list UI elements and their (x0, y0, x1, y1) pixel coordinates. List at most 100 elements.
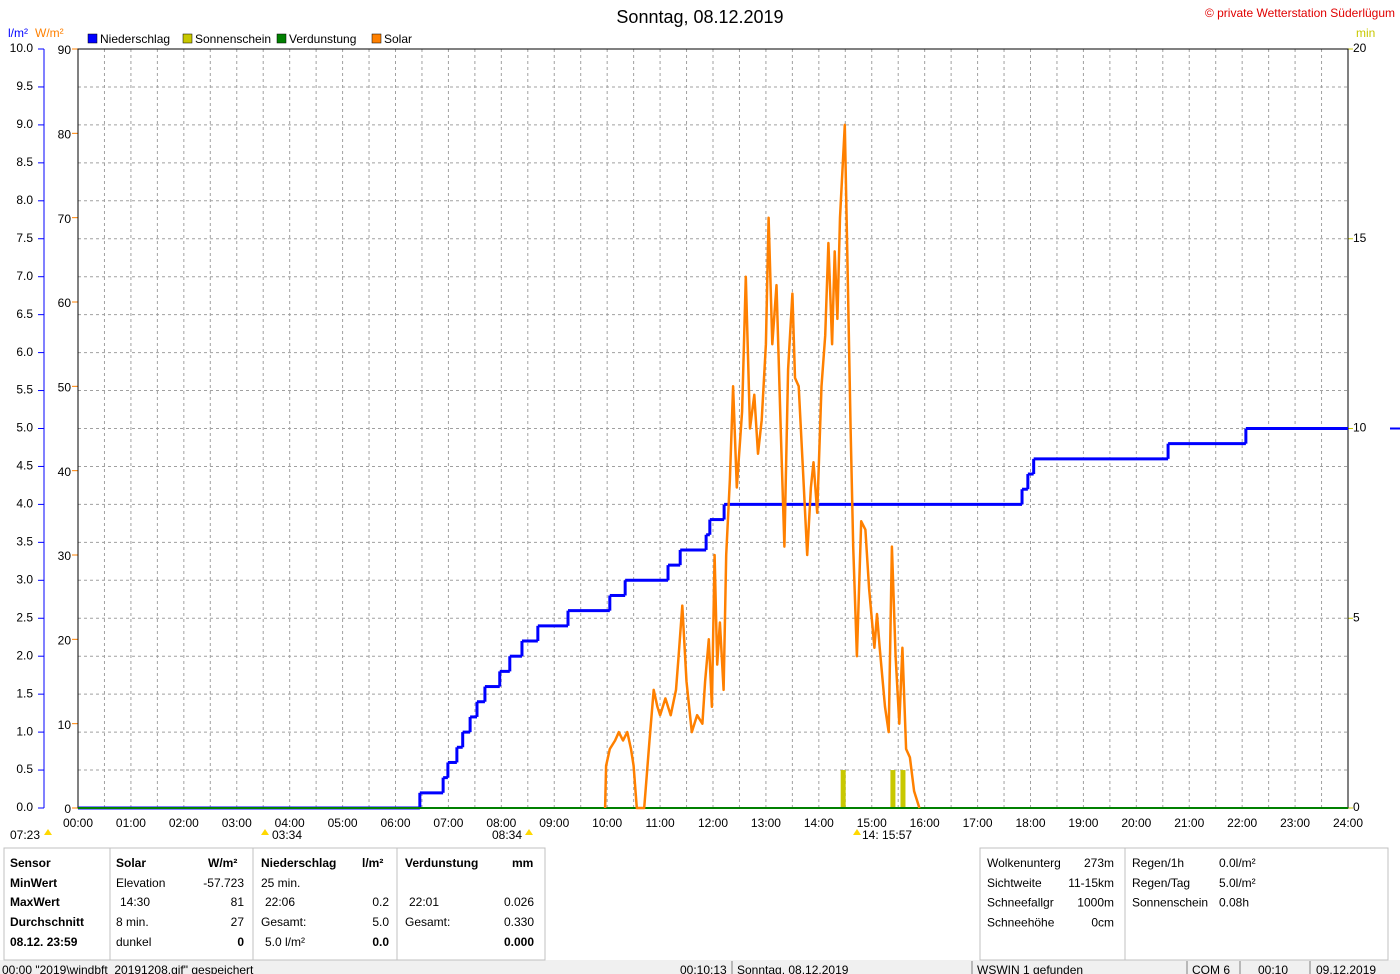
weather-label: Sonnenschein (1132, 896, 1208, 910)
x-tick-label: 09:00 (539, 816, 569, 830)
y3-tick-label: 0 (1353, 800, 1360, 814)
y-tick-label: 1.5 (16, 686, 33, 700)
stats-row-label: Sensor (10, 856, 51, 870)
status-text: 00:10 (1258, 963, 1288, 974)
y2-tick-label: 90 (58, 43, 72, 57)
y-tick-label: 3.5 (16, 535, 33, 549)
x-tick-label: 03:00 (222, 816, 252, 830)
y-tick-label: 2.5 (16, 610, 33, 624)
y-tick-label: 6.5 (16, 307, 33, 321)
y3-tick-label: 5 (1353, 610, 1360, 624)
legend-label: Solar (384, 32, 412, 46)
x-tick-label: 02:00 (169, 816, 199, 830)
stats-cell-label: Gesamt: (405, 915, 450, 929)
stats-cell-value: 81 (231, 895, 245, 909)
marker-label: 03:34 (272, 828, 302, 842)
weather-box (979, 847, 1389, 961)
y-tick-label: 2.0 (16, 648, 33, 662)
x-tick-label: 18:00 (1015, 816, 1045, 830)
status-text: WSWIN 1 gefunden (977, 963, 1083, 974)
stats-cell-value: 0 (237, 935, 244, 949)
stats-unit: mm (512, 856, 533, 870)
weather-value: 0.08h (1219, 896, 1249, 910)
legend-label: Verdunstung (289, 32, 356, 46)
status-text: Sonntag, 08.12.2019 (737, 963, 849, 974)
status-text: 00:00 "2019\windbft_20191208.gif" gespei… (2, 963, 254, 974)
stats-cell-value: 5.0 (372, 915, 389, 929)
y3-tick-label: 20 (1353, 41, 1367, 55)
weather-value: 273m (1084, 856, 1114, 870)
stats-cell-label: Elevation (116, 876, 165, 890)
stats-cell-label: 8 min. (116, 915, 149, 929)
y3-axis-label: min (1356, 26, 1375, 40)
stats-cell-label: 25 min. (261, 876, 300, 890)
weather-label: Sichtweite (987, 876, 1042, 890)
stats-title: Solar (116, 856, 146, 870)
y-tick-label: 8.5 (16, 155, 33, 169)
y-tick-label: 1.0 (16, 724, 33, 738)
weather-label: Wolkenunterg (987, 856, 1061, 870)
y2-axis-label: W/m² (35, 26, 64, 40)
y-tick-label: 10.0 (10, 41, 34, 55)
x-tick-label: 14:00 (804, 816, 834, 830)
status-text: 00:10:13 (680, 963, 727, 974)
status-text: 09.12.2019 (1316, 963, 1376, 974)
stats-cell-label: 22:01 (409, 895, 439, 909)
y-tick-label: 8.0 (16, 193, 33, 207)
marker-label: 07:23 (10, 828, 40, 842)
y-axis-label: l/m² (8, 26, 28, 40)
chart-title: Sonntag, 08.12.2019 (616, 7, 783, 27)
x-tick-label: 17:00 (963, 816, 993, 830)
y2-tick-label: 10 (58, 718, 72, 732)
x-tick-label: 22:00 (1227, 816, 1257, 830)
stats-cell-label: dunkel (116, 935, 151, 949)
marker-label: 08:34 (492, 828, 522, 842)
sun-marker (525, 829, 533, 835)
x-tick-label: 11:00 (646, 816, 675, 830)
stats-cell-label: 5.0 l/m² (265, 935, 305, 949)
x-tick-label: 08:00 (486, 816, 516, 830)
y-tick-label: 5.0 (16, 421, 33, 435)
stats-cell-label: 22:06 (265, 895, 295, 909)
x-tick-label: 23:00 (1280, 816, 1310, 830)
y3-tick-label: 15 (1353, 231, 1367, 245)
y-tick-label: 4.0 (16, 497, 33, 511)
x-tick-label: 19:00 (1068, 816, 1098, 830)
legend-swatch (371, 33, 382, 44)
y-tick-label: 0.0 (16, 800, 33, 814)
y3-tick-label: 10 (1353, 421, 1367, 435)
weather-value: 5.0l/m² (1219, 876, 1256, 890)
stats-cell-value: 0.000 (504, 935, 534, 949)
weather-label: Regen/Tag (1132, 876, 1190, 890)
y2-tick-label: 80 (58, 128, 72, 142)
legend-label: Niederschlag (100, 32, 170, 46)
sun-marker (44, 829, 52, 835)
y2-tick-label: 40 (58, 465, 72, 479)
weather-label: Regen/1h (1132, 856, 1184, 870)
stats-row-label: Durchschnitt (10, 915, 84, 929)
y-tick-label: 4.5 (16, 459, 33, 473)
stats-cell-value: 0.330 (504, 915, 534, 929)
line (603, 123, 921, 810)
x-tick-label: 12:00 (698, 816, 728, 830)
stats-cell-label: Gesamt: (261, 915, 306, 929)
x-tick-label: 10:00 (592, 816, 622, 830)
weather-label: Schneehöhe (987, 915, 1055, 929)
weather-value: 11-15km (1068, 876, 1114, 890)
stats-unit: l/m² (362, 856, 383, 870)
y-tick-label: 7.0 (16, 269, 33, 283)
y-tick-label: 9.5 (16, 79, 33, 93)
legend-swatch (276, 33, 287, 44)
stats-row-label: MinWert (10, 876, 57, 890)
x-tick-label: 13:00 (751, 816, 781, 830)
legend-swatch (182, 33, 193, 44)
legend-swatch (87, 33, 98, 44)
stats-title: Niederschlag (261, 856, 336, 870)
weather-label: Schneefallgr (987, 896, 1054, 910)
y2-tick-label: 50 (58, 381, 72, 395)
x-tick-label: 20:00 (1121, 816, 1151, 830)
stats-title: Verdunstung (405, 856, 478, 870)
sun-marker (261, 829, 269, 835)
y2-tick-label: 60 (58, 296, 72, 310)
x-tick-label: 01:00 (116, 816, 146, 830)
